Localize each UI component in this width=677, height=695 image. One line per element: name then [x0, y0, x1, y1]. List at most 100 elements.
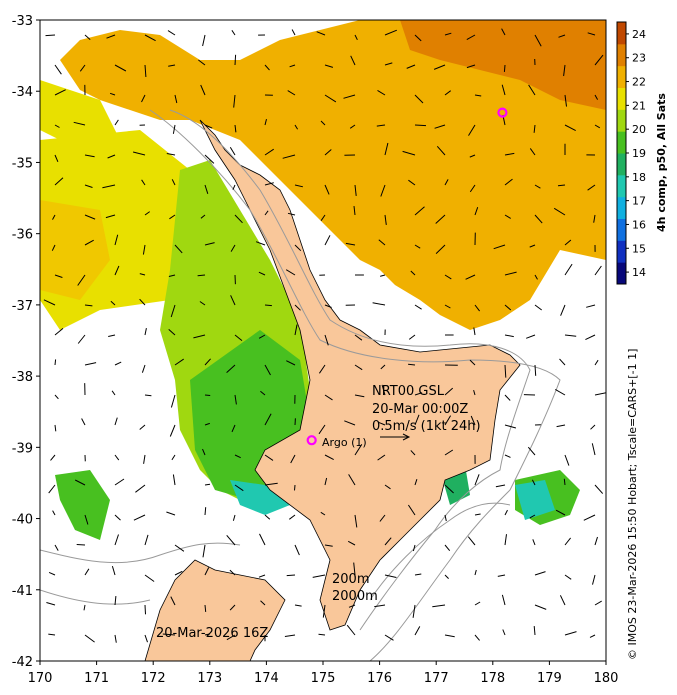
current-vector: [232, 184, 236, 190]
current-vector: [412, 544, 416, 552]
current-vector: [374, 604, 386, 608]
current-vector: [204, 567, 210, 576]
current-vector: [594, 265, 602, 276]
current-vector: [114, 265, 120, 276]
current-vector: [504, 178, 513, 186]
current-vector: [347, 540, 356, 546]
current-vector: [142, 244, 146, 255]
sst-patch-warm-west: [40, 200, 110, 300]
current-vector: [264, 304, 272, 307]
current-vector: [48, 633, 56, 636]
current-vector: [79, 64, 86, 72]
sst-patch-yellow-band: [40, 80, 120, 150]
current-vector: [294, 604, 302, 607]
lon-axis: 170 171 172 173 174 175 176 177 178 179 180: [28, 661, 619, 686]
current-vector: [48, 571, 56, 576]
current-vector: [170, 596, 176, 606]
current-vector: [43, 299, 56, 306]
current-vector: [402, 150, 416, 156]
current-vector: [354, 34, 358, 41]
current-vector: [324, 149, 332, 156]
current-vector: [141, 364, 146, 373]
current-vector: [410, 450, 416, 456]
current-vector: [527, 446, 536, 456]
current-vector: [324, 94, 337, 103]
current-vector: [444, 634, 455, 638]
current-vector: [230, 295, 236, 306]
current-vector: [444, 484, 454, 494]
current-vector: [504, 424, 517, 429]
current-vector: [84, 304, 93, 307]
current-vector: [379, 274, 386, 277]
current-vector: [230, 244, 236, 252]
lon-tick-label: 180: [594, 671, 619, 686]
current-vector: [504, 304, 512, 311]
current-vector: [174, 544, 185, 552]
colorbar-tick-label: 14: [632, 266, 646, 279]
current-vector: [54, 544, 59, 551]
current-vector: [54, 328, 64, 336]
current-vector: [344, 420, 356, 426]
colorbar-tick-label: 22: [632, 76, 646, 89]
current-vector: [414, 244, 421, 249]
current-vector: [474, 601, 481, 606]
current-vector: [414, 124, 427, 127]
current-vector: [504, 394, 511, 401]
current-vector: [264, 482, 278, 486]
lon-tick-label: 179: [537, 671, 562, 686]
current-vector: [531, 479, 536, 486]
sst-patch-northeast: [400, 20, 606, 110]
current-vector: [229, 604, 236, 611]
current-vector: [234, 394, 237, 405]
current-vector: [204, 124, 213, 129]
current-vector: [504, 534, 507, 546]
credit-text: © IMOS 23-Mar-2026 15:50 Hobart; Tscale=…: [626, 349, 639, 660]
current-vector: [133, 514, 146, 521]
current-vector: [353, 562, 356, 576]
current-vector: [144, 211, 150, 216]
current-vector: [564, 631, 577, 636]
current-vector: [76, 544, 86, 546]
current-vector: [167, 30, 176, 36]
current-vector: [444, 274, 452, 280]
current-vector: [378, 239, 386, 246]
current-vector: [384, 62, 393, 66]
current-vector: [105, 214, 116, 219]
lon-tick-label: 171: [84, 671, 109, 686]
lat-tick-label: -37: [12, 299, 33, 314]
argo-label: Argo (1): [322, 436, 367, 449]
current-vector: [412, 604, 416, 618]
colorbar-tick-label: 15: [632, 242, 646, 255]
current-vector: [204, 154, 215, 164]
current-vector: [54, 154, 59, 162]
current-vector: [468, 124, 476, 136]
current-vector: [587, 32, 596, 36]
current-vector: [171, 454, 176, 461]
current-vector: [83, 604, 86, 611]
lat-tick-label: -36: [12, 228, 33, 243]
lat-tick-label: -42: [12, 655, 33, 670]
current-vector: [324, 544, 333, 547]
current-vector: [354, 334, 363, 341]
current-vector: [407, 504, 416, 516]
lat-tick-label: -39: [12, 441, 33, 456]
current-vector: [171, 179, 176, 186]
current-vector: [264, 210, 269, 216]
current-vector: [408, 334, 416, 340]
current-vector: [586, 304, 596, 308]
current-vector: [534, 184, 541, 189]
current-vector: [591, 443, 596, 456]
current-vector: [84, 34, 91, 40]
current-vector: [444, 304, 451, 309]
current-vector: [594, 536, 598, 546]
lat-tick-label: -40: [12, 513, 33, 528]
current-vector: [384, 484, 391, 490]
current-vector: [285, 269, 296, 276]
current-vector: [114, 596, 117, 606]
current-vector: [324, 477, 328, 486]
current-vector: [501, 594, 506, 606]
current-vector: [436, 145, 446, 156]
current-vector: [193, 334, 206, 339]
current-vector: [143, 454, 146, 464]
current-vector: [318, 633, 326, 636]
